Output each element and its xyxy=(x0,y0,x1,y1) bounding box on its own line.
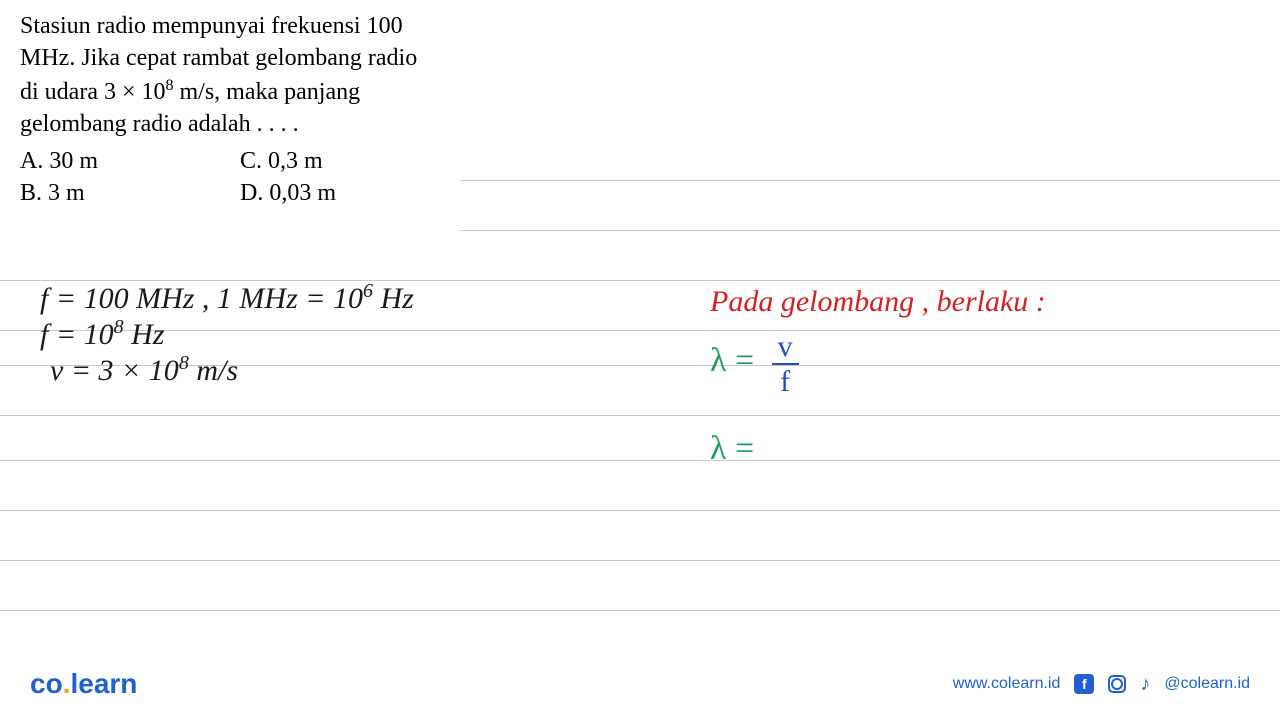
footer-handle[interactable]: @colearn.id xyxy=(1164,675,1250,693)
hw-lambda-sym: λ = xyxy=(710,342,754,379)
rule-line xyxy=(460,230,1280,231)
hw-frac-den: f xyxy=(772,365,799,398)
hw-f-line1: f = 100 MHz , 1 MHz = 106 Hz xyxy=(40,280,414,316)
hw-fraction: v f xyxy=(772,330,799,398)
rule-line xyxy=(0,560,1280,561)
rule-line xyxy=(0,510,1280,511)
choice-d: D. 0,03 m xyxy=(240,177,440,209)
hw-f1-post: Hz xyxy=(373,282,414,315)
hw-f2-sup: 8 xyxy=(114,316,124,338)
hw-f2-post: Hz xyxy=(124,318,165,351)
question-text: Stasiun radio mempunyai frekuensi 100 MH… xyxy=(20,10,460,141)
rule-line xyxy=(0,415,1280,416)
hw-f2-pre: f = 10 xyxy=(40,318,114,351)
hw-f-line2: f = 108 Hz xyxy=(40,316,414,352)
footer-url[interactable]: www.colearn.id xyxy=(953,675,1061,693)
hw-lambda-eq: λ = v f xyxy=(710,330,799,398)
choice-c: C. 0,3 m xyxy=(240,145,440,177)
q-line3-pre: di udara 3 × 10 xyxy=(20,79,166,105)
hw-frac-num: v xyxy=(772,330,799,365)
logo-learn: learn xyxy=(70,668,137,699)
q-line3-post: m/s, maka panjang xyxy=(174,79,361,105)
q-line2: MHz. Jika cepat rambat gelombang radio xyxy=(20,45,417,71)
hw-v-line: v = 3 × 108 m/s xyxy=(50,352,414,388)
choice-row-1: A. 30 m C. 0,3 m xyxy=(20,145,460,177)
choices: A. 30 m C. 0,3 m B. 3 m D. 0,03 m xyxy=(20,145,460,210)
facebook-icon[interactable]: f xyxy=(1074,674,1094,694)
footer-right: www.colearn.id f ♪ @colearn.id xyxy=(953,673,1250,696)
q-line3-sup: 8 xyxy=(166,77,174,94)
hw-lambda2: λ = xyxy=(710,430,754,468)
hw-f1-sup: 6 xyxy=(363,280,373,302)
choice-a: A. 30 m xyxy=(20,145,240,177)
choice-row-2: B. 3 m D. 0,03 m xyxy=(20,177,460,209)
rule-line xyxy=(460,180,1280,181)
hw-left: f = 100 MHz , 1 MHz = 106 Hz f = 108 Hz … xyxy=(40,280,414,388)
choice-b: B. 3 m xyxy=(20,177,240,209)
logo-co: co xyxy=(30,668,63,699)
tiktok-icon[interactable]: ♪ xyxy=(1140,673,1150,696)
q-line1: Stasiun radio mempunyai frekuensi 100 xyxy=(20,13,403,39)
hw-f1-pre: f = 100 MHz , 1 MHz = 10 xyxy=(40,282,363,315)
rule-line xyxy=(0,460,1280,461)
hw-v-pre: v = 3 × 10 xyxy=(50,354,179,387)
hw-v-sup: 8 xyxy=(179,352,189,374)
logo: co.learn xyxy=(30,668,137,700)
footer: co.learn www.colearn.id f ♪ @colearn.id xyxy=(0,668,1280,700)
question-block: Stasiun radio mempunyai frekuensi 100 MH… xyxy=(20,10,460,209)
instagram-icon[interactable] xyxy=(1108,675,1126,693)
rule-line xyxy=(0,610,1280,611)
hw-v-post: m/s xyxy=(189,354,238,387)
hw-title: Pada gelombang , berlaku : xyxy=(710,285,1046,319)
q-line4: gelombang radio adalah . . . . xyxy=(20,111,299,137)
